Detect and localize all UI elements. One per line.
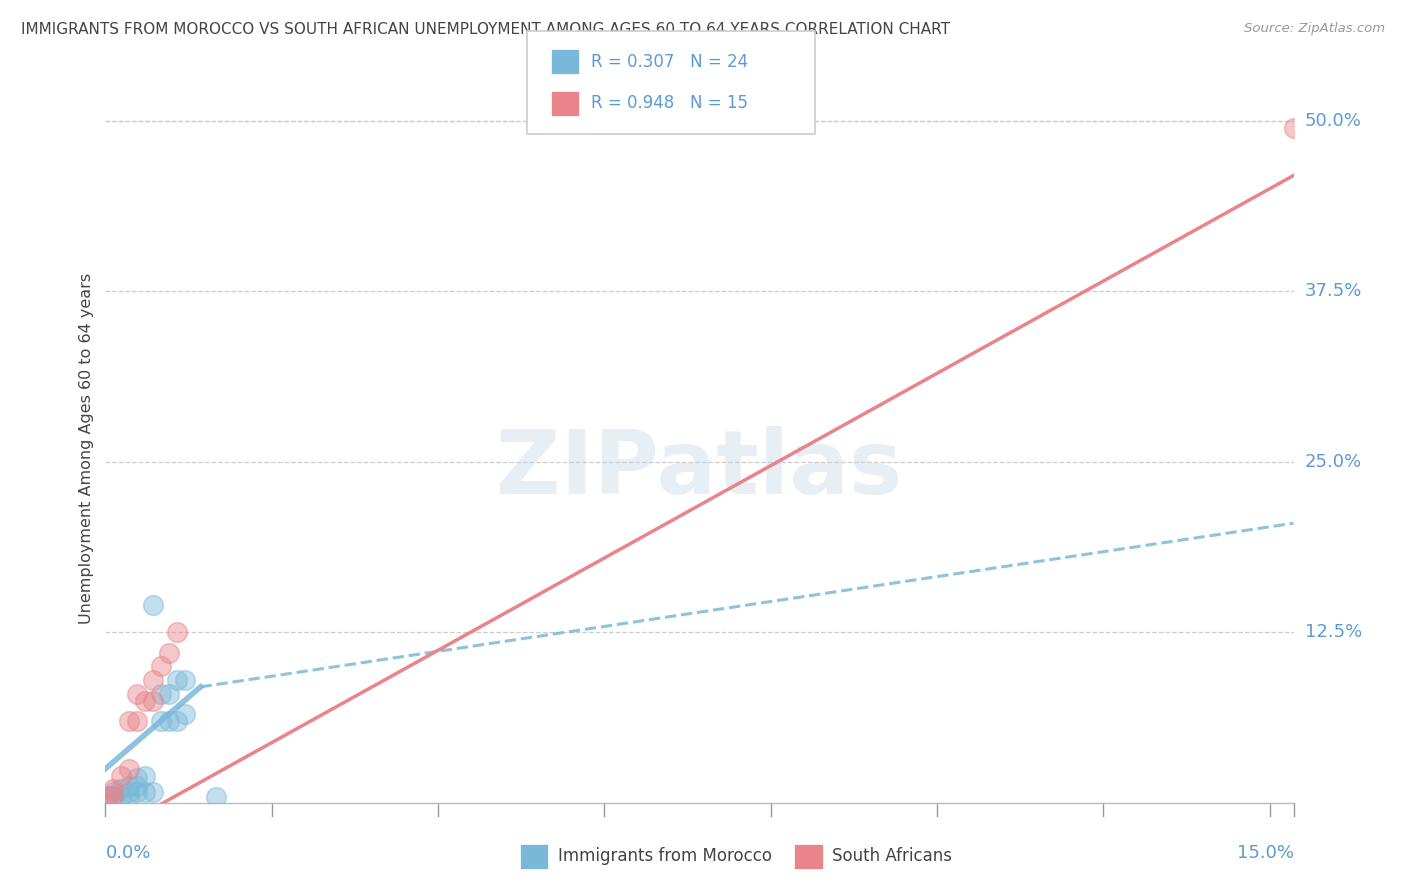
Point: [118, 789, 141, 803]
Text: R = 0.948   N = 15: R = 0.948 N = 15: [591, 95, 748, 112]
Point: [166, 625, 188, 640]
Point: [127, 687, 149, 701]
Point: [103, 789, 125, 803]
Point: [118, 714, 141, 728]
Point: [149, 659, 172, 673]
Point: [166, 714, 188, 728]
Point: [149, 714, 172, 728]
Text: 15.0%: 15.0%: [1236, 844, 1294, 862]
Point: [173, 673, 195, 687]
Point: [157, 646, 180, 660]
Point: [205, 790, 228, 805]
Point: [103, 789, 125, 803]
Point: [110, 782, 132, 797]
Point: [98, 789, 121, 803]
Point: [157, 714, 180, 728]
Point: [142, 785, 165, 799]
Point: [127, 771, 149, 785]
Point: [103, 782, 125, 797]
Y-axis label: Unemployment Among Ages 60 to 64 years: Unemployment Among Ages 60 to 64 years: [79, 273, 94, 624]
Point: [110, 768, 132, 782]
Text: 12.5%: 12.5%: [1305, 624, 1362, 641]
Point: [142, 673, 165, 687]
Text: Immigrants from Morocco: Immigrants from Morocco: [558, 847, 772, 865]
Text: 50.0%: 50.0%: [1305, 112, 1361, 130]
Point: [134, 693, 156, 707]
Point: [142, 693, 165, 707]
Text: 25.0%: 25.0%: [1305, 453, 1362, 471]
Point: [149, 687, 172, 701]
Point: [134, 768, 156, 782]
Text: ZIPatlas: ZIPatlas: [496, 426, 903, 513]
Point: [1282, 120, 1305, 135]
Point: [118, 762, 141, 776]
Text: 37.5%: 37.5%: [1305, 283, 1362, 301]
Point: [142, 598, 165, 612]
Point: [98, 789, 121, 803]
Point: [173, 707, 195, 722]
Point: [103, 785, 125, 799]
Text: 0.0%: 0.0%: [105, 844, 150, 862]
Point: [127, 785, 149, 799]
Point: [166, 673, 188, 687]
Point: [157, 687, 180, 701]
Point: [110, 789, 132, 803]
Text: South Africans: South Africans: [832, 847, 952, 865]
Text: R = 0.307   N = 24: R = 0.307 N = 24: [591, 53, 748, 70]
Text: Source: ZipAtlas.com: Source: ZipAtlas.com: [1244, 22, 1385, 36]
Text: IMMIGRANTS FROM MOROCCO VS SOUTH AFRICAN UNEMPLOYMENT AMONG AGES 60 TO 64 YEARS : IMMIGRANTS FROM MOROCCO VS SOUTH AFRICAN…: [21, 22, 950, 37]
Point: [134, 785, 156, 799]
Point: [118, 780, 141, 794]
Point: [127, 780, 149, 794]
Point: [127, 714, 149, 728]
Point: [118, 785, 141, 799]
